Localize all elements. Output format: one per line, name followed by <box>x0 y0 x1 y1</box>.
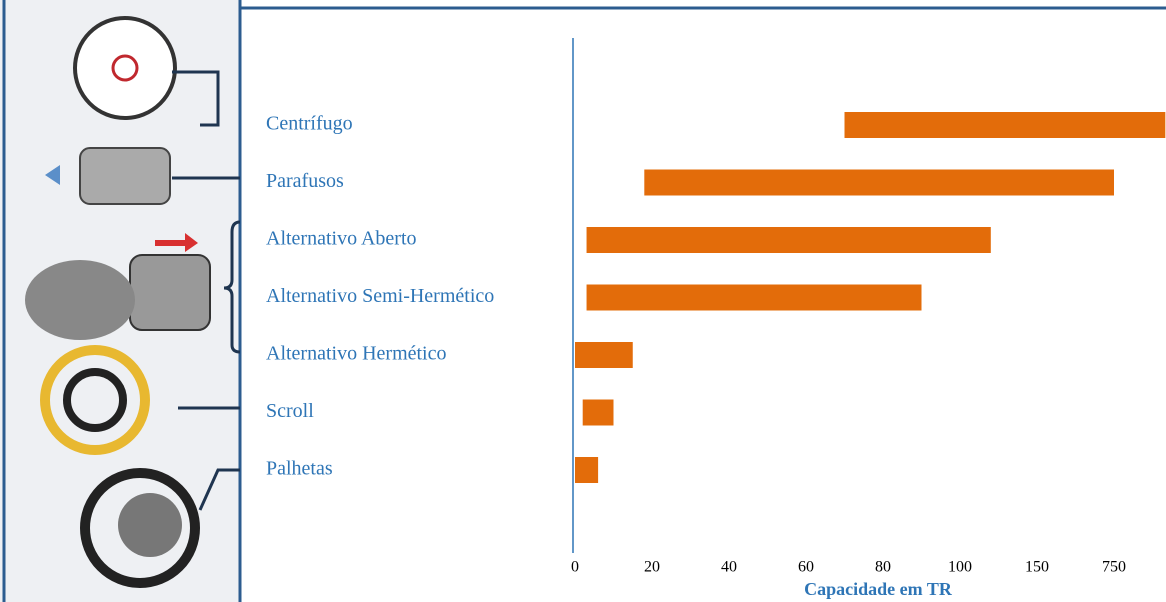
piston-icon <box>25 260 135 340</box>
vane-icon <box>80 468 200 588</box>
bar <box>575 342 633 368</box>
screw-arrow <box>45 165 60 185</box>
x-tick-label: 750 <box>1102 559 1126 576</box>
scroll-icon <box>63 368 127 432</box>
x-tick-label: 150 <box>1025 559 1049 576</box>
scroll-icon <box>40 345 150 455</box>
x-axis-title: Capacidade em TR <box>804 579 953 599</box>
category-label: Scroll <box>266 400 314 422</box>
screw-icon <box>79 147 171 205</box>
x-tick-label: 40 <box>721 559 737 576</box>
centrifugal-icon <box>111 54 139 82</box>
x-tick-label: 100 <box>948 559 972 576</box>
piston-icon <box>129 254 211 331</box>
connector <box>198 468 240 511</box>
category-label: Alternativo Aberto <box>266 228 417 250</box>
bar <box>586 227 991 253</box>
category-label: Parafusos <box>266 170 344 192</box>
bar <box>844 112 1166 138</box>
x-tick-label: 80 <box>875 559 891 576</box>
category-label: Alternativo Semi-Hermético <box>266 285 494 307</box>
x-tick-label: 0 <box>571 559 579 576</box>
connector <box>172 70 220 127</box>
piston-arrow <box>155 233 198 252</box>
bar <box>586 284 922 311</box>
x-tick-label: 20 <box>644 559 660 576</box>
bar <box>644 169 1114 196</box>
connector <box>223 220 241 354</box>
bar <box>582 399 614 426</box>
x-tick-label: 60 <box>798 559 814 576</box>
centrifugal-icon <box>73 16 177 120</box>
category-label: Palhetas <box>266 458 333 480</box>
vane-icon <box>118 493 182 557</box>
bar <box>575 457 599 483</box>
category-label: Alternativo Hermético <box>266 343 447 365</box>
category-label: Centrífugo <box>266 113 353 135</box>
